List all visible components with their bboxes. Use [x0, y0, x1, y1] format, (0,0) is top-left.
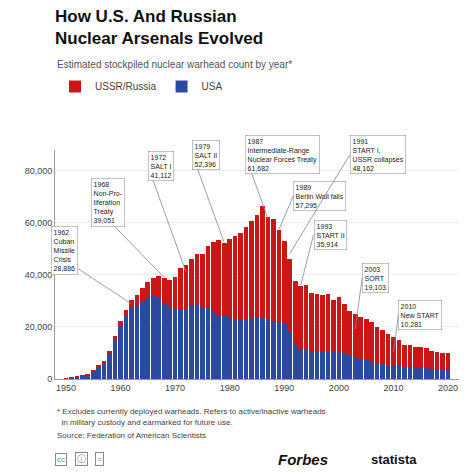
svg-text:How U.S. And RussianNuclear Ar: How U.S. And RussianNuclear Arsenals Evo…: [55, 7, 263, 48]
svg-text:ⓘ: ⓘ: [77, 454, 86, 464]
svg-text:Source: Federation of American: Source: Federation of American Scientist…: [57, 431, 206, 440]
svg-text:2010: 2010: [383, 383, 403, 393]
svg-text:1980: 1980: [220, 383, 240, 393]
svg-text:20,000: 20,000: [25, 322, 53, 332]
svg-text:statista: statista: [371, 452, 417, 467]
svg-text:USA: USA: [202, 81, 223, 92]
svg-text:1979SALT II52,396: 1979SALT II52,396: [195, 143, 218, 168]
svg-text:=: =: [97, 454, 102, 464]
svg-text:* Excludes currently deployed: * Excludes currently deployed warheads. …: [57, 407, 326, 416]
svg-text:40,000: 40,000: [25, 270, 53, 280]
svg-text:2000: 2000: [329, 383, 349, 393]
svg-text:1972SALT I41,112: 1972SALT I41,112: [151, 154, 172, 179]
svg-text:Forbes: Forbes: [278, 451, 328, 468]
svg-text:1962CubanMissileCrisis28,886: 1962CubanMissileCrisis28,886: [54, 229, 76, 272]
svg-text:1960: 1960: [110, 383, 130, 393]
svg-text:cc: cc: [57, 455, 65, 464]
svg-text:1968Non-Pro-liferationTreaty39: 1968Non-Pro-liferationTreaty39,051: [94, 181, 123, 224]
svg-text:1970: 1970: [165, 383, 185, 393]
svg-text:1993START II35,914: 1993START II35,914: [317, 223, 345, 248]
svg-text:1990: 1990: [274, 383, 294, 393]
svg-text:1989Berlin Wall falls57,295: 1989Berlin Wall falls57,295: [296, 184, 344, 209]
svg-text:1991START I,USSR collapses48,1: 1991START I,USSR collapses48,162: [353, 138, 404, 172]
svg-text:2010New START10,281: 2010New START10,281: [401, 303, 440, 328]
svg-text:1950: 1950: [56, 383, 76, 393]
svg-text:in military custody and earmar: in military custody and earmarked for fu…: [57, 418, 233, 427]
svg-text:60,000: 60,000: [25, 218, 53, 228]
svg-text:80,000: 80,000: [25, 166, 53, 176]
svg-text:USSR/Russia: USSR/Russia: [95, 81, 157, 92]
svg-text:1987Intermediate-RangeNuclear: 1987Intermediate-RangeNuclear Forces Tre…: [248, 138, 317, 172]
svg-text:Estimated stockpiled nuclear w: Estimated stockpiled nuclear warhead cou…: [57, 59, 292, 70]
svg-text:2020: 2020: [438, 383, 458, 393]
svg-text:2003SORT19,103: 2003SORT19,103: [365, 266, 387, 291]
svg-text:0: 0: [47, 374, 52, 384]
